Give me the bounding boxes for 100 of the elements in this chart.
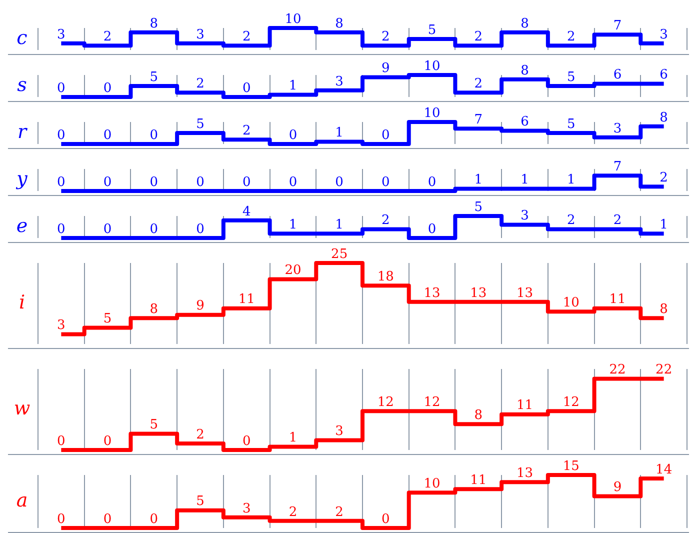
data-label: 2 bbox=[382, 29, 390, 44]
data-label: 5 bbox=[196, 116, 204, 132]
data-label: 9 bbox=[382, 61, 390, 76]
data-label: 2 bbox=[242, 123, 251, 138]
data-label: 7 bbox=[613, 159, 622, 174]
data-label: 10 bbox=[424, 106, 440, 121]
data-label: 0 bbox=[288, 128, 298, 143]
data-label: 11 bbox=[470, 473, 487, 488]
data-label: 13 bbox=[516, 466, 534, 481]
y-axis-title: y bbox=[16, 168, 28, 190]
data-label: 1 bbox=[288, 430, 298, 446]
data-label: 2 bbox=[566, 29, 576, 44]
data-label: 8 bbox=[520, 16, 529, 32]
data-label: 5 bbox=[566, 70, 576, 85]
data-label: 0 bbox=[103, 434, 112, 449]
data-label: 0 bbox=[335, 174, 344, 190]
data-label: 0 bbox=[150, 174, 158, 190]
data-label: 6 bbox=[660, 68, 668, 83]
data-label: 0 bbox=[103, 222, 112, 237]
data-label: 0 bbox=[242, 434, 251, 449]
data-label: 0 bbox=[103, 128, 112, 143]
data-label: 11 bbox=[609, 292, 626, 308]
data-label: 2 bbox=[196, 427, 204, 442]
y-axis-title: s bbox=[17, 74, 28, 96]
data-label: 12 bbox=[562, 394, 580, 410]
data-label: 0 bbox=[382, 174, 390, 190]
data-label: 0 bbox=[57, 80, 66, 96]
data-label: 1 bbox=[520, 172, 529, 188]
data-label: 0 bbox=[103, 80, 112, 96]
data-label: 0 bbox=[382, 512, 390, 527]
data-label: 8 bbox=[335, 16, 344, 32]
data-label: 0 bbox=[196, 222, 204, 237]
y-axis-title: c bbox=[16, 26, 28, 49]
data-label: 12 bbox=[424, 394, 440, 410]
data-label: 0 bbox=[428, 222, 436, 237]
data-label: 6 bbox=[613, 68, 622, 83]
data-label: 8 bbox=[474, 408, 483, 423]
data-label: 2 bbox=[196, 76, 204, 92]
data-label: 1 bbox=[660, 217, 668, 232]
data-label: 1 bbox=[288, 217, 298, 232]
data-label: 15 bbox=[562, 458, 580, 474]
data-label: 2 bbox=[474, 76, 483, 92]
data-label: 22 bbox=[656, 362, 672, 378]
data-label: 3 bbox=[242, 501, 251, 516]
data-label: 3 bbox=[196, 27, 204, 42]
data-label: 9 bbox=[196, 298, 204, 314]
data-label: 8 bbox=[660, 302, 668, 317]
data-label: 0 bbox=[57, 174, 66, 190]
data-label: 0 bbox=[103, 174, 112, 190]
data-label: 22 bbox=[609, 362, 626, 378]
data-label: 5 bbox=[103, 312, 112, 327]
data-label: 5 bbox=[428, 22, 436, 38]
data-label: 2 bbox=[382, 213, 390, 228]
data-label: 3 bbox=[57, 318, 66, 334]
data-label: 2 bbox=[660, 170, 668, 186]
data-label: 6 bbox=[520, 114, 529, 130]
data-label: 11 bbox=[238, 292, 255, 308]
data-label: 7 bbox=[474, 112, 483, 128]
data-label: 7 bbox=[613, 18, 622, 34]
data-label: 2 bbox=[288, 504, 298, 520]
data-label: 8 bbox=[150, 302, 158, 317]
data-label: 13 bbox=[424, 286, 440, 301]
data-label: 0 bbox=[57, 512, 66, 527]
data-label: 3 bbox=[57, 27, 66, 42]
data-label: 5 bbox=[150, 418, 158, 433]
data-label: 20 bbox=[284, 263, 302, 278]
data-label: 2 bbox=[242, 29, 251, 44]
data-label: 2 bbox=[103, 29, 112, 44]
data-label: 3 bbox=[335, 74, 344, 90]
y-axis-title: r bbox=[17, 120, 28, 143]
data-label: 10 bbox=[424, 476, 440, 492]
data-label: 8 bbox=[520, 63, 529, 78]
data-label: 0 bbox=[103, 512, 112, 527]
data-label: 1 bbox=[474, 172, 483, 188]
data-label: 1 bbox=[335, 217, 344, 232]
data-label: 1 bbox=[335, 126, 344, 141]
data-label: 8 bbox=[660, 110, 668, 126]
data-label: 0 bbox=[150, 222, 158, 237]
data-label: 5 bbox=[566, 116, 576, 132]
data-label: 1 bbox=[288, 78, 298, 94]
data-label: 3 bbox=[613, 121, 622, 136]
y-axis-title: e bbox=[16, 214, 28, 237]
data-label: 0 bbox=[242, 80, 251, 96]
data-label: 18 bbox=[377, 270, 394, 285]
data-label: 25 bbox=[331, 246, 348, 262]
data-label: 11 bbox=[516, 398, 534, 414]
data-label: 0 bbox=[57, 434, 66, 449]
data-label: 0 bbox=[57, 222, 66, 237]
y-axis-title: w bbox=[14, 397, 30, 420]
data-label: 0 bbox=[242, 174, 251, 190]
data-label: 5 bbox=[196, 494, 204, 510]
data-label: 5 bbox=[474, 200, 483, 215]
data-label: 5 bbox=[150, 70, 158, 85]
data-label: 2 bbox=[335, 504, 344, 520]
data-label: 2 bbox=[566, 213, 576, 228]
data-label: 0 bbox=[150, 128, 158, 143]
y-axis-title: i bbox=[18, 291, 26, 314]
data-label: 2 bbox=[474, 29, 483, 44]
data-label: 0 bbox=[196, 174, 204, 190]
data-label: 12 bbox=[377, 394, 394, 410]
